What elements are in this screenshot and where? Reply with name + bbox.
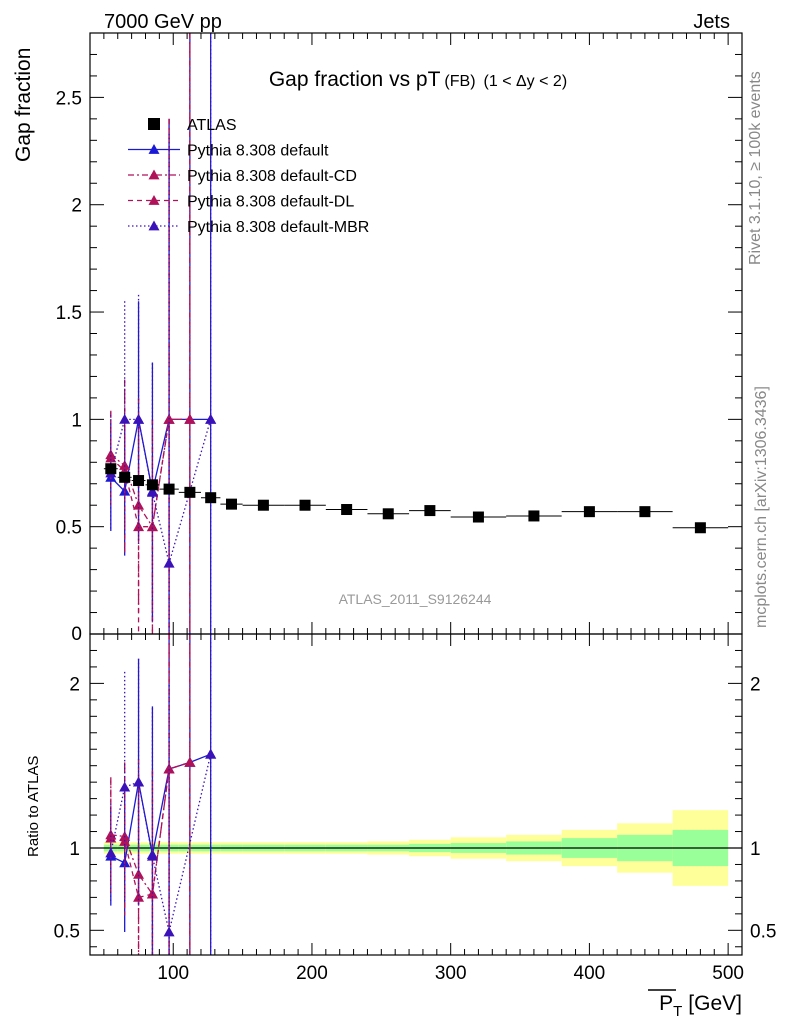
data-point [583,506,595,518]
header-left: 7000 GeV pp [104,11,222,33]
ratio-series-line [110,761,191,896]
data-point [528,510,540,522]
y-tick-label: 0.5 [56,518,82,539]
legend-label-data: ATLAS [187,117,237,134]
x-axis-label-main: P [659,992,673,1015]
main-plot-marks [103,33,729,634]
series-point [205,413,217,424]
ratio-point [133,776,145,787]
chart-title-main: Gap fraction vs pT [269,68,441,91]
legend-label: Pythia 8.308 default-CD [187,168,357,185]
ratio-point [119,781,131,792]
series-point [133,413,145,424]
data-point [639,506,651,518]
chart-title: Gap fraction vs pT (FB) (1 < Δy < 2) [269,68,567,91]
ratio-point [163,763,175,774]
series-point [184,413,196,424]
ratio-point [205,748,217,759]
data-point [341,504,353,516]
ratio-point [163,926,175,937]
x-axis-label: PT [GeV] [659,992,742,1020]
legend-marker [148,144,160,154]
ratio-plot-marks [105,634,217,955]
x-tick-label: 200 [296,963,328,984]
y-tick-label: 1 [71,410,82,431]
series-line [110,418,190,528]
data-point [184,486,196,498]
x-tick-label: 400 [574,963,606,984]
chart-title-sub: (FB) [444,73,475,90]
x-tick-label: 300 [435,963,467,984]
legend-marker-data [148,118,160,130]
mcplots-label: mcplots.cern.ch [arXiv:1306.3436] [753,386,770,628]
y-tick-label-zero: 0 [71,624,82,645]
data-point [146,479,158,491]
ratio-y-tick-label: 0.5 [54,921,80,942]
ratio-series-line [110,761,191,899]
axes: 100 200 300 400 500 0.5 1 1.5 2 2.5 0 0.5 0.5 1 1 2 2 [54,32,776,984]
data-point [163,483,175,495]
ratio-point [105,847,117,858]
x-axis-label-sub: T [673,1003,682,1020]
legend-label: Pythia 8.308 default [187,143,329,160]
ratio-y-tick-label-right: 2 [750,674,761,695]
data-point [694,522,706,534]
ratio-frame [89,633,743,956]
legend-label: Pythia 8.308 default-MBR [187,219,369,236]
ratio-point [184,756,196,767]
y-tick-label: 1.5 [56,303,82,324]
data-point [205,492,217,504]
analysis-watermark: ATLAS_2011_S9126244 [339,591,492,607]
ratio-series-line [110,754,212,933]
data-point [257,499,269,511]
data-point [225,498,237,510]
ratio-point [133,891,145,902]
x-tick-label: 500 [712,963,744,984]
legend-marker [148,169,160,180]
y-axis-label: Gap fraction [12,48,35,162]
y-tick-label: 2.5 [56,88,82,109]
ratio-y-axis-label: Ratio to ATLAS [25,756,42,857]
data-point [472,511,484,523]
ratio-point [146,850,158,861]
series-point [146,486,158,497]
rivet-label: Rivet 3.1.10, ≥ 100k events [747,71,764,265]
series-point [146,521,158,532]
series-point [119,413,131,424]
x-tick-label: 100 [157,963,189,984]
series-point [133,521,145,532]
ratio-y-tick-label-right: 0.5 [750,921,776,942]
ratio-y-tick-label: 2 [69,674,80,695]
chart-title-tail: (1 < Δy < 2) [484,73,568,90]
x-axis-label-unit: [GeV] [688,992,742,1015]
header-right: Jets [693,11,730,33]
data-point [119,471,131,483]
series-line [110,418,212,566]
ratio-y-tick-label-right: 1 [750,839,761,860]
data-point [105,463,117,475]
data-point [133,475,145,487]
legend-marker [148,220,160,231]
y-tick-label: 2 [71,196,82,217]
ratio-uncertainty-band [90,810,742,886]
legend-marker [148,195,160,205]
ratio-y-tick-label: 1 [69,839,80,860]
data-point [424,505,436,517]
data-point [382,508,394,520]
legend: ATLAS Pythia 8.308 default Pythia 8.308 de… [128,117,369,236]
legend-label: Pythia 8.308 default-DL [187,194,354,211]
data-point [299,499,311,511]
series-point [163,557,175,568]
